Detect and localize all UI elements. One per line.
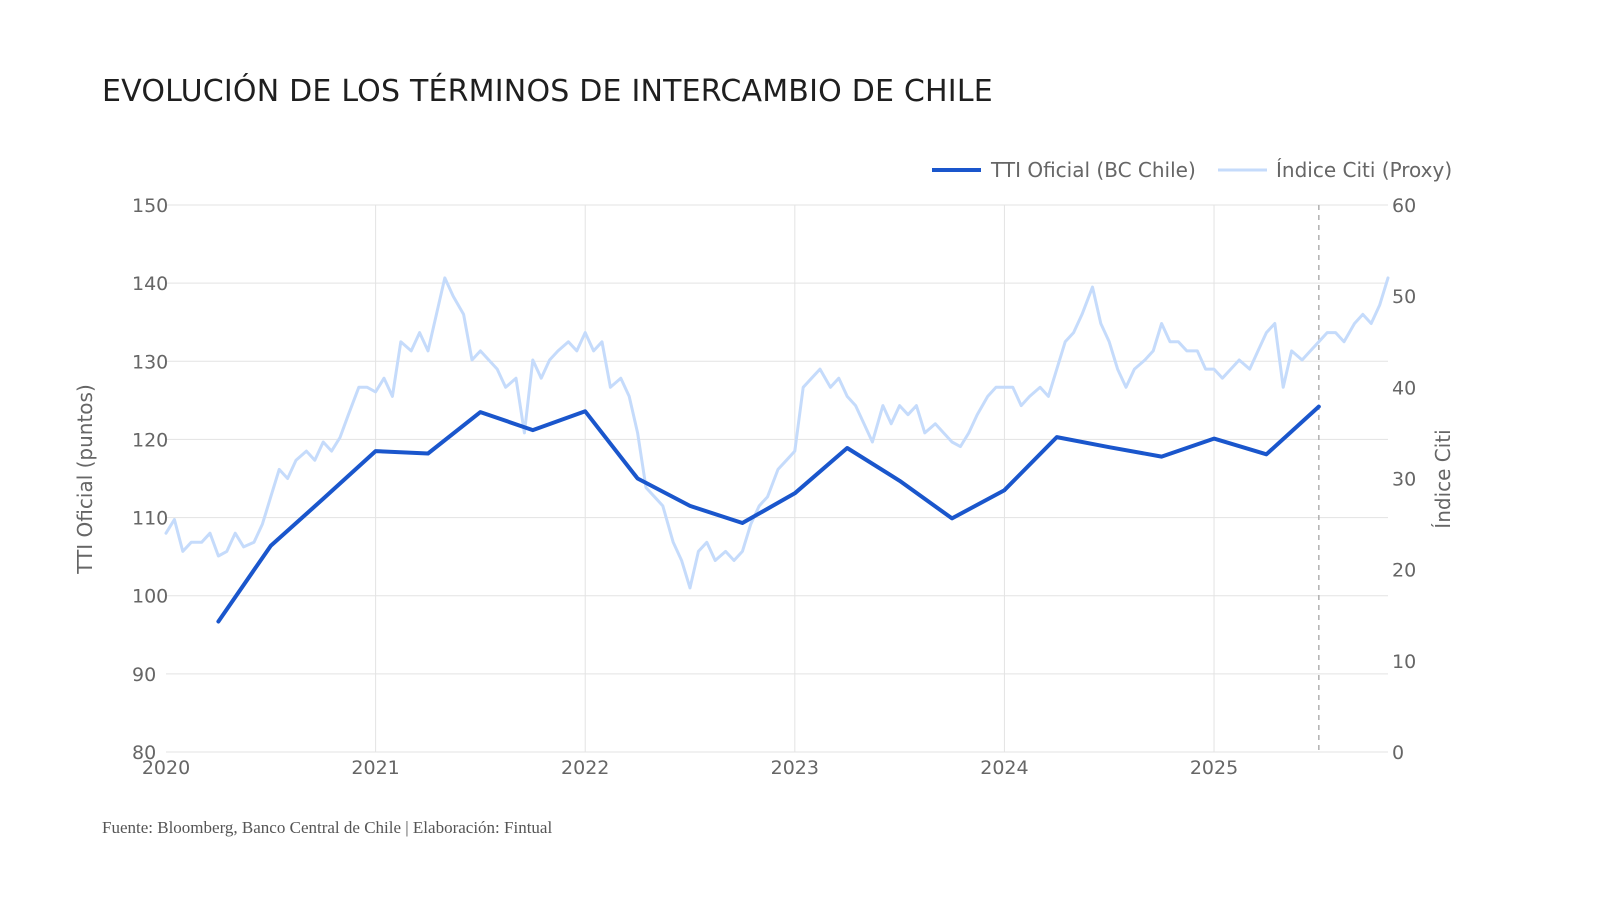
legend[interactable]: TTI Oficial (BC Chile) Índice Citi (Prox… [932, 158, 1452, 182]
y-right-tick-label: 50 [1392, 286, 1416, 308]
y-left-tick-label: 110 [132, 508, 168, 530]
y-left-tick-label: 120 [132, 429, 168, 451]
grid-layer [166, 204, 1388, 753]
chart-title: EVOLUCIÓN DE LOS TÉRMINOS DE INTERCAMBIO… [102, 74, 993, 109]
y-right-tick-label: 60 [1392, 195, 1416, 217]
y-right-tick-label: 10 [1392, 651, 1416, 673]
source-footer: Fuente: Bloomberg, Banco Central de Chil… [102, 818, 553, 837]
y-right-tick-label: 30 [1392, 469, 1416, 491]
y-left-tick-label: 80 [132, 742, 156, 764]
y-left-tick-label: 90 [132, 664, 156, 686]
axis-layer: 80 90 100 110 120 130 140 150 0 10 20 30 40 50 60 2020 2… [132, 195, 1416, 779]
y-left-tick-label: 130 [132, 351, 168, 373]
y-left-tick-label: 140 [132, 273, 168, 295]
y-left-tick-label: 150 [132, 195, 168, 217]
legend-label-official[interactable]: TTI Oficial (BC Chile) [990, 158, 1196, 182]
x-tick-label: 2025 [1190, 757, 1238, 779]
y-left-tick-label: 100 [132, 586, 168, 608]
x-tick-label: 2021 [351, 757, 399, 779]
series-line-indice-citi [164, 276, 1390, 590]
y-right-tick-label: 0 [1392, 742, 1404, 764]
y-right-tick-label: 20 [1392, 560, 1416, 582]
y-axis-left-title: TTI Oficial (puntos) [73, 384, 97, 575]
series-line-tti-oficial [216, 404, 1321, 624]
legend-label-citi[interactable]: Índice Citi (Proxy) [1276, 158, 1452, 182]
y-axis-right-title: Índice Citi [1431, 429, 1455, 528]
x-tick-label: 2024 [980, 757, 1028, 779]
x-tick-label: 2022 [561, 757, 609, 779]
x-tick-label: 2023 [771, 757, 819, 779]
y-right-tick-label: 40 [1392, 377, 1416, 399]
x-tick-label: 2020 [142, 757, 190, 779]
series-layer [164, 276, 1390, 624]
